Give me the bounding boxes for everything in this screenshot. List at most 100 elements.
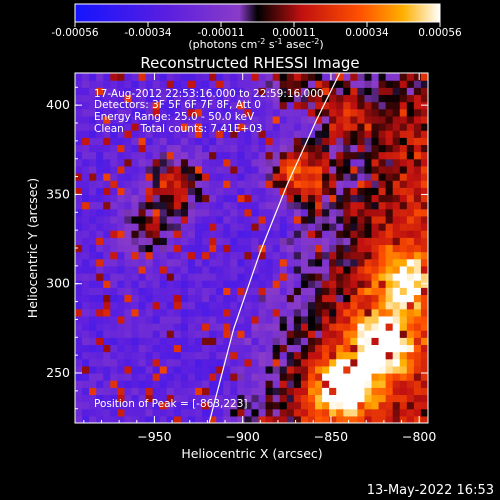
heatmap-cell [216, 351, 224, 360]
heatmap-cell [286, 408, 295, 417]
heatmap-cell [336, 244, 344, 253]
heatmap-cell [216, 101, 224, 110]
heatmap-cell [315, 187, 323, 196]
heatmap-cell [166, 258, 175, 267]
heatmap-cell [420, 415, 428, 423]
heatmap-cell [322, 344, 330, 353]
heatmap-cell [406, 73, 415, 81]
heatmap-cell [315, 173, 323, 181]
heatmap-cell [117, 251, 126, 260]
heatmap-cell [117, 201, 126, 210]
heatmap-cell [223, 287, 231, 296]
heatmap-cell [350, 394, 358, 403]
heatmap-cell [258, 351, 267, 360]
heatmap-cell [230, 251, 238, 260]
heatmap-cell [343, 280, 351, 288]
heatmap-cell [209, 380, 217, 388]
heatmap-cell [343, 315, 351, 324]
heatmap-cell [336, 208, 344, 217]
heatmap-cell [187, 208, 196, 217]
heatmap-cell [166, 80, 175, 88]
heatmap-cell [173, 387, 182, 396]
heatmap-cell [251, 201, 260, 210]
heatmap-cell [159, 173, 168, 181]
heatmap-cell [413, 308, 422, 317]
heatmap-cell [378, 237, 387, 246]
heatmap-cell [322, 94, 330, 103]
heatmap-cell [159, 394, 168, 403]
heatmap-cell [173, 344, 182, 353]
heatmap-cell [413, 244, 422, 253]
heatmap-cell [251, 344, 260, 353]
heatmap-cell [103, 108, 111, 117]
heatmap-cell [166, 323, 175, 331]
heatmap-cell [371, 201, 380, 210]
heatmap-cell [300, 87, 309, 96]
heatmap-cell [216, 408, 224, 417]
heatmap-cell [413, 358, 422, 367]
heatmap-cell [96, 137, 104, 146]
heatmap-cell [392, 358, 401, 367]
heatmap-cell [293, 130, 302, 138]
heatmap-cell [159, 187, 168, 196]
heatmap-cell [237, 337, 246, 346]
heatmap-cell [124, 294, 133, 303]
heatmap-cell [223, 251, 231, 260]
heatmap-cell [96, 280, 104, 288]
heatmap-cell [202, 208, 210, 217]
heatmap-cell [230, 394, 238, 403]
heatmap-cell [413, 115, 422, 124]
heatmap-cell [399, 365, 408, 374]
heatmap-cell [315, 273, 323, 281]
heatmap-cell [272, 73, 281, 81]
heatmap-cell [385, 287, 394, 296]
heatmap-cell [145, 351, 154, 360]
heatmap-cell [195, 323, 203, 331]
heatmap-cell [152, 251, 161, 260]
heatmap-cell [286, 87, 295, 96]
heatmap-cell [110, 130, 118, 138]
heatmap-cell [322, 223, 330, 231]
heatmap-cell [187, 230, 196, 238]
heatmap-cell [195, 230, 203, 238]
heatmap-cell [131, 337, 140, 346]
heatmap-cell [272, 115, 281, 124]
heatmap-cell [378, 387, 387, 396]
heatmap-cell [364, 265, 373, 274]
heatmap-cell [258, 280, 267, 288]
heatmap-cell [343, 323, 351, 331]
heatmap-cell [279, 273, 288, 281]
heatmap-cell [82, 108, 90, 117]
heatmap-cell [399, 251, 408, 260]
heatmap-cell [371, 408, 380, 417]
heatmap-cell [237, 380, 246, 388]
heatmap-cell [420, 173, 428, 181]
heatmap-cell [315, 380, 323, 388]
heatmap-cell [413, 265, 422, 274]
heatmap-cell [350, 323, 358, 331]
heatmap-cell [336, 315, 344, 324]
heatmap-cell [413, 365, 422, 374]
heatmap-cell [216, 137, 224, 146]
heatmap-cell [413, 387, 422, 396]
heatmap-cell [131, 308, 140, 317]
heatmap-cell [329, 258, 337, 267]
heatmap-cell [180, 365, 189, 374]
heatmap-cell [343, 294, 351, 303]
heatmap-cell [315, 165, 323, 174]
heatmap-cell [251, 258, 260, 267]
heatmap-cell [413, 237, 422, 246]
heatmap-cell [399, 401, 408, 410]
heatmap-cell [145, 373, 154, 381]
heatmap-cell [364, 73, 373, 81]
heatmap-cell [329, 394, 337, 403]
heatmap-cell [117, 351, 126, 360]
heatmap-cell [75, 151, 83, 160]
heatmap-cell [392, 308, 401, 317]
heatmap-cell [166, 151, 175, 160]
heatmap-cell [392, 244, 401, 253]
heatmap-cell [307, 115, 316, 124]
heatmap-cell [223, 151, 231, 160]
heatmap-cell [124, 87, 133, 96]
heatmap-cell [216, 365, 224, 374]
